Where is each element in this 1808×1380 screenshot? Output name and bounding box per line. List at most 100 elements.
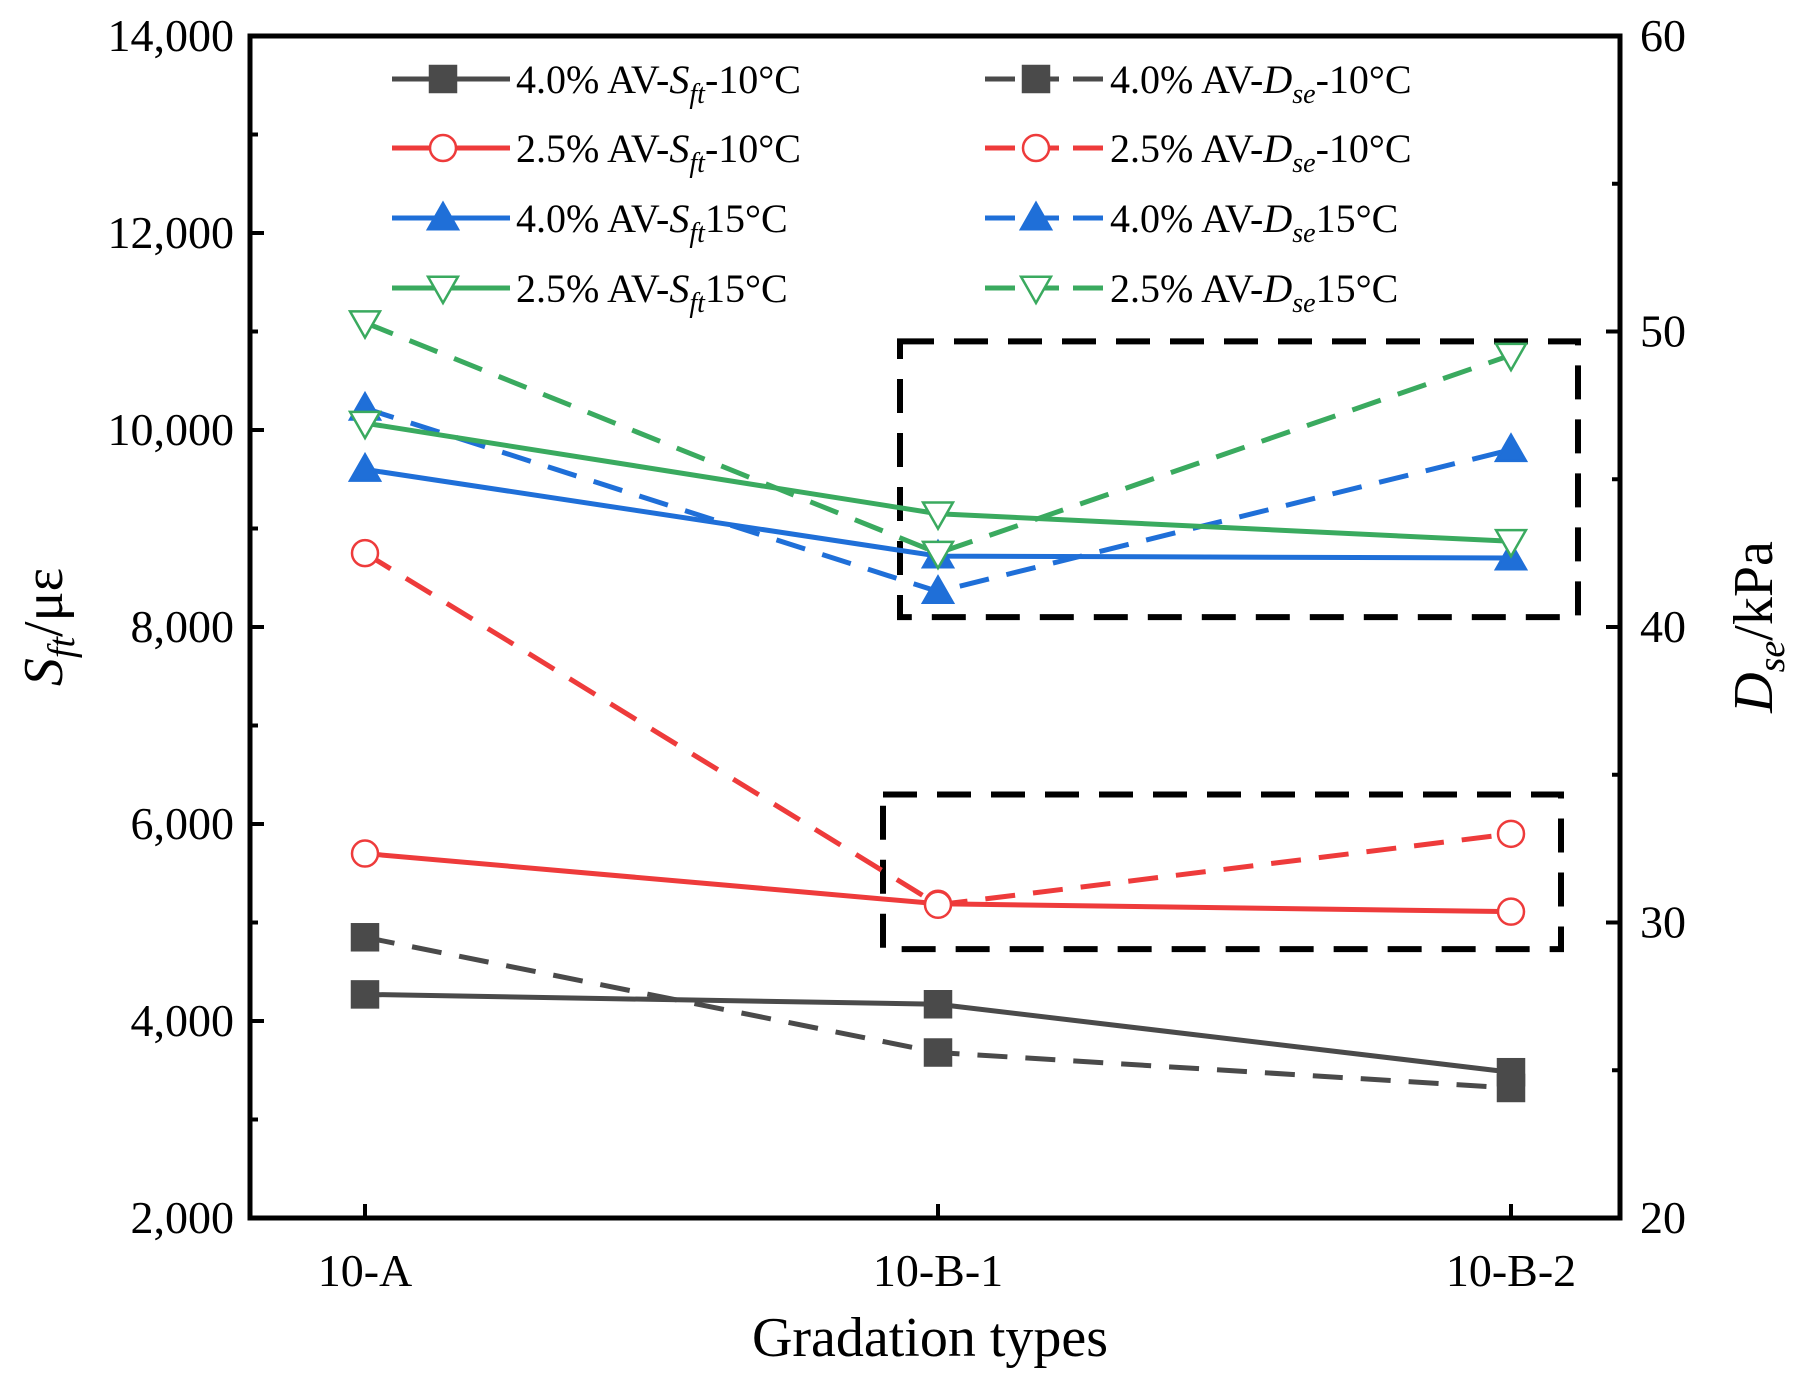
series-line-8 [364,320,1512,556]
legend-label-suffix: 15°C [1316,266,1399,311]
legend-label-prefix: 4.0% AV- [516,57,669,102]
legend-label-sub: ft [689,148,706,179]
left-axis-title-sub: ft [41,636,83,659]
annotation-box-1 [897,338,1581,621]
axes-layer: 2,000 4,000 6,000 8,000 10,000 12,000 14,000 20… [108,10,1687,1296]
data-point-s3-10-A [350,839,380,868]
legend-item-4: 2.5% AV-Dse-10°C [985,126,1412,179]
legend-label-suffix: -10°C [705,126,801,171]
legend-label-sub: se [1292,218,1315,249]
legend-label-suffix: -10°C [1316,57,1412,102]
right-tick-label: 50 [1640,306,1686,357]
right-tick-label: 30 [1640,897,1686,948]
axis-titles: Gradation types Sft/με Dse/kPa [13,541,1793,1369]
data-point-s6-10-B-2 [1493,432,1529,463]
legend-item-5: 4.0% AV-Sft15°C [392,196,788,249]
series-7 [347,410,1529,559]
left-tick-label: 6,000 [131,798,235,849]
legend-label-var: D [1262,266,1292,311]
data-point-s2-10-A [350,923,380,952]
data-point-s8-10-B-2 [1493,342,1529,373]
right-tick-label: 40 [1640,601,1686,652]
legend-item-2: 4.0% AV-Dse-10°C [985,57,1412,110]
legend-label-4: 2.5% AV-Dse-10°C [1110,126,1412,179]
series-2 [350,923,1526,1103]
legend-label-5: 4.0% AV-Sft15°C [516,196,788,249]
legend-label-prefix: 4.0% AV- [1110,57,1263,102]
legend-label-sub: se [1292,148,1315,179]
series-8 [347,310,1529,571]
data-point-s8-10-A [347,310,383,341]
legend-item-7: 2.5% AV-Sft15°C [392,266,788,319]
series-layer [347,310,1529,1103]
legend-item-3: 2.5% AV-Sft-10°C [392,126,801,179]
legend-marker-4 [1021,133,1051,163]
data-point-s5-10-A [347,451,383,482]
legend: 4.0% AV-Sft-10°C2.5% AV-Sft-10°C4.0% AV-… [392,57,1412,319]
left-axis-title-main: S [13,658,75,686]
legend-marker-6 [1018,200,1054,231]
series-4 [350,538,1526,920]
legend-label-var: D [1262,57,1292,102]
x-tick-label: 10-B-2 [1446,1245,1576,1296]
x-tick-label: 10-B-1 [873,1245,1003,1296]
legend-label-var: S [669,57,689,102]
legend-marker-1 [428,64,458,94]
legend-marker-7 [425,275,461,306]
left-axis-title: Sft/με [13,568,83,686]
legend-label-3: 2.5% AV-Sft-10°C [516,126,801,179]
legend-label-var: S [669,126,689,171]
legend-label-6: 4.0% AV-Dse15°C [1110,196,1398,249]
legend-label-suffix: 15°C [705,196,788,241]
legend-label-prefix: 2.5% AV- [1110,126,1263,171]
x-tick-label: 10-A [318,1245,413,1296]
data-point-s2-10-B-1 [923,1038,953,1067]
legend-label-var: S [669,196,689,241]
legend-item-6: 4.0% AV-Dse15°C [985,196,1398,249]
legend-label-7: 2.5% AV-Sft15°C [516,266,788,319]
data-point-s2-10-B-2 [1496,1073,1526,1103]
data-point-s3-10-B-2 [1496,897,1526,926]
legend-label-sub: ft [689,288,706,319]
x-axis-title: Gradation types [752,1307,1108,1369]
legend-label-var: D [1262,196,1292,241]
data-point-s6-10-B-1 [920,574,956,605]
left-axis-title-rest: /με [13,568,75,637]
left-tick-label: 14,000 [108,10,235,61]
data-point-s8-10-B-1 [920,540,956,571]
right-axis-title: Dse/kPa [1723,541,1793,714]
legend-label-suffix: -10°C [705,57,801,102]
data-point-s7-10-A [347,410,383,441]
right-axis-title-main: D [1723,672,1785,713]
legend-marker-3 [428,133,458,163]
data-point-s4-10-B-1 [923,890,953,920]
right-tick-label: 20 [1640,1192,1686,1243]
data-point-s1-10-A [350,980,380,1009]
legend-label-suffix: 15°C [1316,196,1399,241]
legend-label-sub: se [1292,79,1315,110]
right-tick-label: 60 [1640,10,1686,61]
left-tick-label: 4,000 [131,995,235,1046]
data-point-s1-10-B-1 [923,990,953,1019]
legend-item-1: 4.0% AV-Sft-10°C [392,57,801,110]
legend-label-var: S [669,266,689,311]
legend-label-prefix: 4.0% AV- [1110,196,1263,241]
legend-label-var: D [1262,126,1292,171]
legend-label-suffix: 15°C [705,266,788,311]
legend-label-sub: ft [689,218,706,249]
legend-label-2: 4.0% AV-Dse-10°C [1110,57,1412,110]
left-tick-label: 12,000 [108,207,235,258]
legend-label-suffix: -10°C [1316,126,1412,171]
legend-label-sub: ft [689,79,706,110]
legend-label-prefix: 2.5% AV- [516,266,669,311]
legend-label-1: 4.0% AV-Sft-10°C [516,57,801,110]
right-axis-title-sub: se [1751,641,1793,673]
left-tick-label: 2,000 [131,1192,235,1243]
data-point-s4-10-B-2 [1496,819,1526,849]
right-axis-title-rest: /kPa [1723,541,1785,641]
left-tick-label: 8,000 [131,601,235,652]
legend-label-8: 2.5% AV-Dse15°C [1110,266,1398,319]
data-point-s4-10-A [350,538,380,568]
